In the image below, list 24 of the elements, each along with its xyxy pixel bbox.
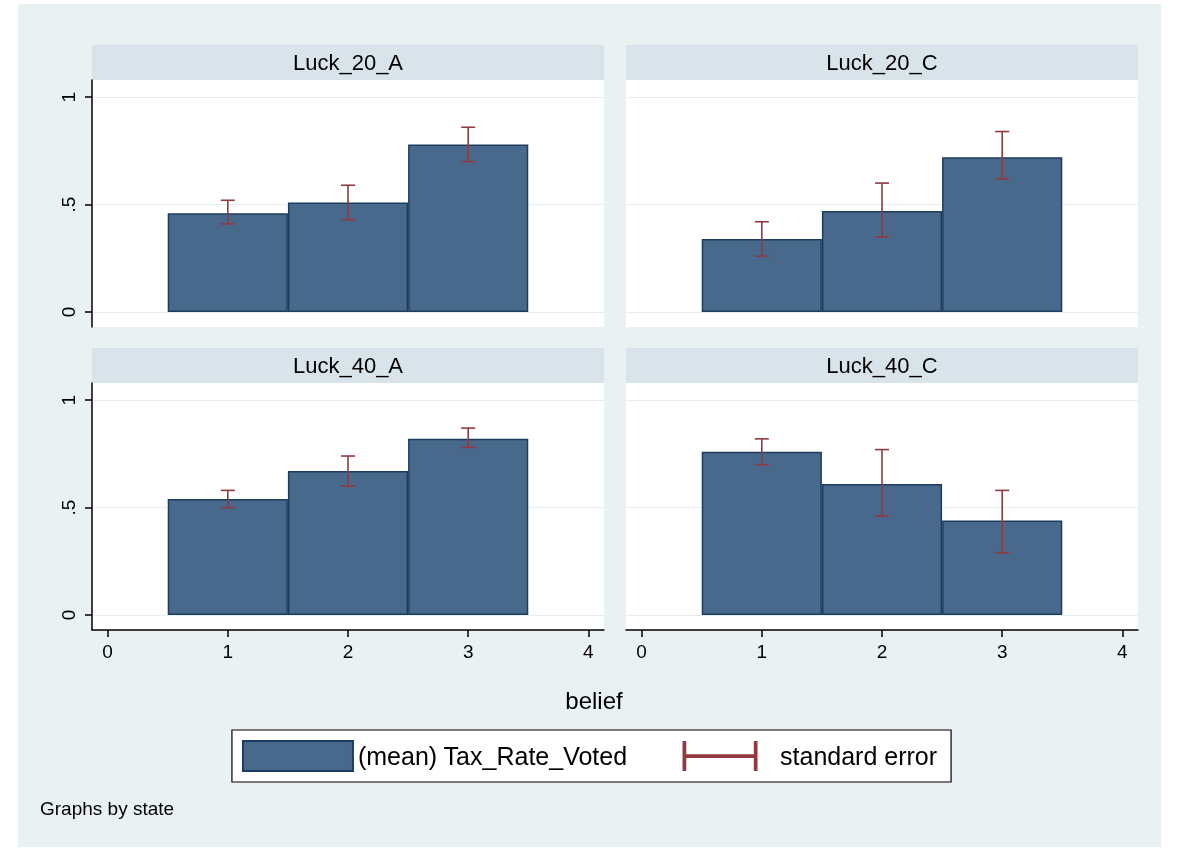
x-tick-label: 0 <box>102 641 113 662</box>
y-tick-label: 0 <box>58 306 79 318</box>
text: Graphs by state <box>40 797 175 819</box>
y-tick-label: .5 <box>58 196 79 213</box>
legend-label: (mean) Tax_Rate_Voted <box>357 742 628 770</box>
x-tick-label: 4 <box>1117 641 1129 662</box>
chart-title: Luck_40_C <box>826 353 938 378</box>
x-tick-label: 1 <box>222 641 234 662</box>
chart-title: Luck_20_C <box>826 50 938 75</box>
y-tick-label: 0 <box>58 609 79 621</box>
x-tick-label: 2 <box>876 641 888 662</box>
x-tick-label: 3 <box>996 641 1008 662</box>
y-tick-label: 1 <box>58 394 79 406</box>
x-tick-label: 3 <box>462 641 474 662</box>
text: standard error <box>780 742 938 770</box>
chart-title: Luck_20_A <box>292 50 404 75</box>
x-tick-label: 0 <box>636 641 647 662</box>
x-tick-label: 2 <box>342 641 354 662</box>
chart-title: Luck_40_A <box>292 353 404 378</box>
y-tick-label: 1 <box>58 91 79 103</box>
y-tick-label: .5 <box>58 499 79 516</box>
x-tick-label: 1 <box>756 641 768 662</box>
x-tick-label: 4 <box>583 641 595 662</box>
x-axis-title: belief <box>565 686 624 714</box>
